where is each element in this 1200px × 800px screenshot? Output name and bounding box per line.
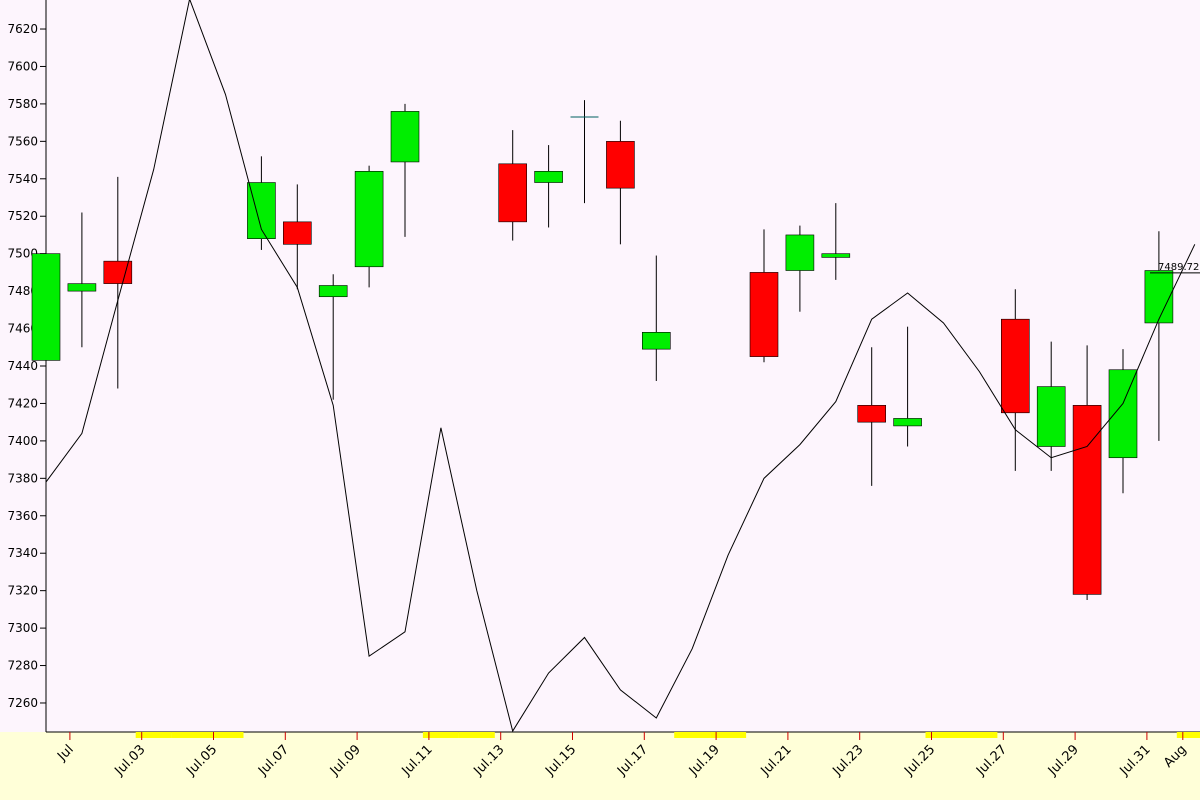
- moving-average-line: [45, 0, 1196, 733]
- candle-body: [103, 260, 133, 284]
- y-tick-label: 7280: [7, 659, 38, 673]
- y-tick-label: 7500: [7, 247, 38, 261]
- weekend-marker: [1176, 732, 1200, 738]
- weekend-marker: [135, 732, 172, 738]
- candle-body: [749, 272, 779, 357]
- y-axis-band: [0, 0, 46, 732]
- weekend-marker: [710, 732, 747, 738]
- candle-body: [67, 283, 97, 292]
- y-tick-label: 7400: [7, 434, 38, 448]
- y-tick-label: 7600: [7, 59, 38, 73]
- weekend-marker: [207, 732, 244, 738]
- candle-body: [821, 253, 851, 258]
- y-tick-label: 7580: [7, 97, 38, 111]
- weekend-marker: [674, 732, 711, 738]
- y-tick-label: 7260: [7, 696, 38, 710]
- candle-body: [1108, 369, 1138, 459]
- y-tick-label: 7300: [7, 621, 38, 635]
- weekend-marker: [171, 732, 208, 738]
- y-tick-label: 7540: [7, 172, 38, 186]
- candle-body: [1072, 405, 1102, 595]
- y-tick-label: 7620: [7, 22, 38, 36]
- y-tick-label: 7460: [7, 322, 38, 336]
- y-tick-label: 7380: [7, 471, 38, 485]
- candle-body: [31, 253, 61, 361]
- candle-body: [1036, 386, 1066, 447]
- candle-body: [893, 418, 922, 427]
- weekend-marker: [422, 732, 459, 738]
- candle-body: [498, 163, 528, 223]
- candle-body: [857, 405, 887, 423]
- x-axis-band: [0, 732, 1200, 800]
- y-tick-label: 7360: [7, 509, 38, 523]
- weekend-marker: [961, 732, 998, 738]
- y-tick-label: 7560: [7, 134, 38, 148]
- y-tick-label: 7440: [7, 359, 38, 373]
- weekend-marker: [925, 732, 962, 738]
- y-tick-label: 7480: [7, 284, 38, 298]
- last-price-label: 7489.72: [1158, 262, 1199, 273]
- candle-body: [1000, 318, 1030, 414]
- weekend-marker: [458, 732, 495, 738]
- y-tick-label: 7520: [7, 209, 38, 223]
- candle-body: [641, 332, 671, 350]
- y-tick-label: 7320: [7, 584, 38, 598]
- y-tick-label: 7340: [7, 546, 38, 560]
- candle-body: [354, 170, 384, 268]
- candle-body: [785, 234, 815, 271]
- candle-body: [318, 285, 348, 298]
- y-tick-label: 7420: [7, 396, 38, 410]
- candle-body: [390, 111, 420, 163]
- candle-body: [282, 221, 312, 245]
- candle-body: [1144, 270, 1174, 324]
- candle-body: [606, 141, 635, 189]
- candle-body: [534, 170, 563, 183]
